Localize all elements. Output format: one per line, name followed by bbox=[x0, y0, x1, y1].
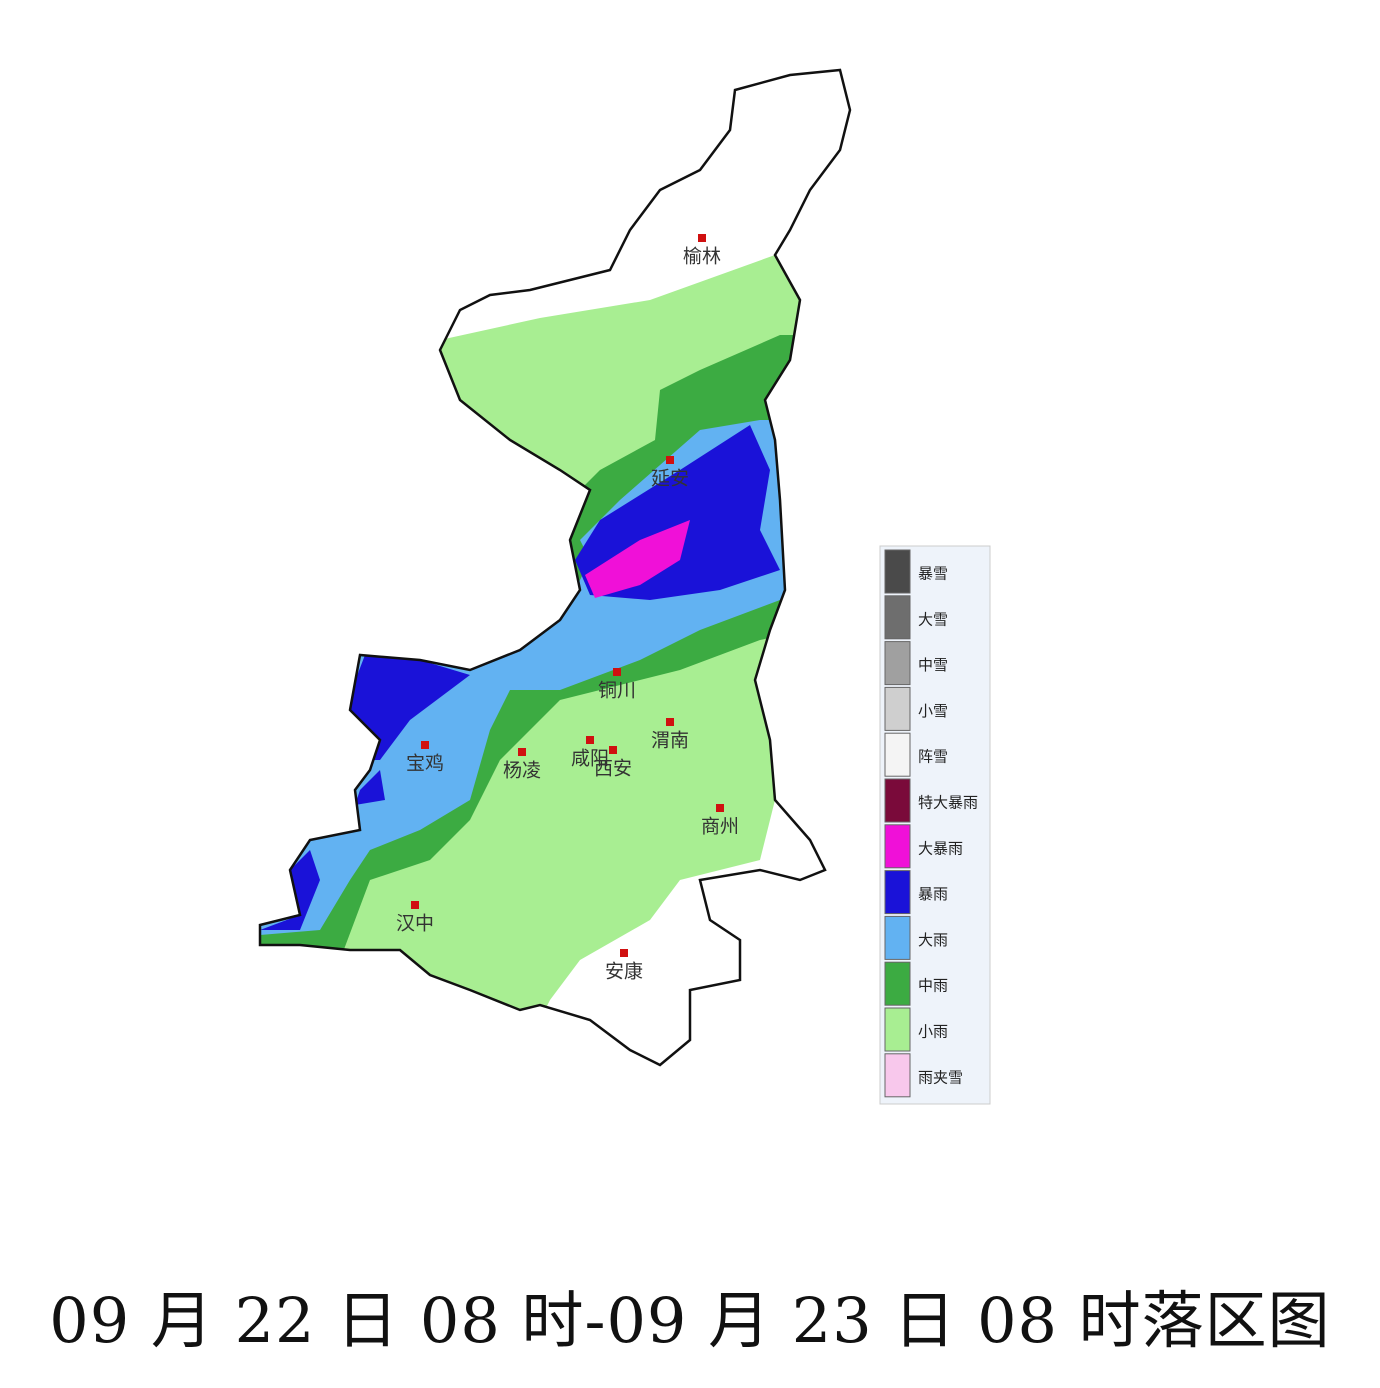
city-marker bbox=[609, 746, 617, 754]
city-label: 咸阳 bbox=[571, 748, 609, 770]
legend-label: 暴雨 bbox=[918, 885, 948, 903]
rain-zone bbox=[585, 520, 690, 598]
legend-label: 大暴雨 bbox=[918, 839, 963, 857]
legend-swatch bbox=[884, 961, 911, 1006]
legend-swatch bbox=[884, 1007, 911, 1052]
city-label: 榆林 bbox=[683, 246, 721, 268]
city-label: 铜川 bbox=[598, 680, 636, 702]
city-marker bbox=[421, 741, 429, 749]
city-marker bbox=[586, 736, 594, 744]
legend-label: 小雨 bbox=[918, 1023, 948, 1041]
legend-swatch bbox=[884, 1053, 911, 1098]
legend-swatch bbox=[884, 915, 911, 960]
city-label: 延安 bbox=[651, 468, 689, 490]
legend-swatch bbox=[884, 641, 911, 686]
legend-swatch bbox=[884, 870, 911, 915]
city-marker bbox=[666, 456, 674, 464]
city-label: 商州 bbox=[701, 816, 739, 838]
legend-label: 大雪 bbox=[918, 610, 948, 628]
rain-zones bbox=[260, 255, 850, 1065]
legend-swatch bbox=[884, 778, 911, 823]
legend-label: 中雨 bbox=[918, 977, 948, 995]
city-label: 西安 bbox=[594, 758, 632, 780]
legend-label: 特大暴雨 bbox=[918, 794, 978, 812]
city-marker bbox=[411, 901, 419, 909]
city-label: 宝鸡 bbox=[406, 753, 444, 775]
city-marker bbox=[716, 804, 724, 812]
legend-label: 中雪 bbox=[918, 656, 948, 674]
legend-label: 雨夹雪 bbox=[918, 1068, 963, 1086]
legend-label: 阵雪 bbox=[918, 748, 948, 766]
legend-swatch bbox=[884, 549, 911, 594]
city-label: 杨凌 bbox=[503, 760, 541, 782]
legend-label: 暴雪 bbox=[918, 565, 948, 583]
city-label: 渭南 bbox=[651, 730, 689, 752]
legend-swatch bbox=[884, 686, 911, 731]
city-label: 安康 bbox=[605, 961, 643, 983]
city-marker bbox=[613, 668, 621, 676]
city-marker bbox=[620, 949, 628, 957]
legend-label: 小雪 bbox=[918, 702, 948, 720]
city-label: 汉中 bbox=[396, 913, 434, 935]
caption: 09 月 22 日 08 时-09 月 23 日 08 时落区图 bbox=[49, 1284, 1331, 1357]
city-marker bbox=[698, 234, 706, 242]
city-marker bbox=[666, 718, 674, 726]
city-marker bbox=[518, 748, 526, 756]
legend-label: 大雨 bbox=[918, 931, 948, 949]
legend-swatch bbox=[884, 824, 911, 869]
legend-swatch bbox=[884, 732, 911, 777]
legend-swatch bbox=[884, 595, 911, 640]
